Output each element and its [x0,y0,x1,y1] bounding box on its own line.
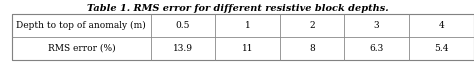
Text: 2: 2 [309,21,315,30]
Text: RMS error (%): RMS error (%) [47,44,115,53]
Text: 11: 11 [242,44,253,53]
Text: 4: 4 [438,21,444,30]
Text: 3: 3 [374,21,380,30]
Text: 13.9: 13.9 [173,44,193,53]
Text: 5.4: 5.4 [434,44,448,53]
Text: Table 1. RMS error for different resistive block depths.: Table 1. RMS error for different resisti… [87,4,389,13]
Text: 6.3: 6.3 [370,44,384,53]
Text: 0.5: 0.5 [175,21,190,30]
Bar [12,14,474,60]
Text: 1: 1 [245,21,250,30]
Text: 8: 8 [309,44,315,53]
Text: Depth to top of anomaly (m): Depth to top of anomaly (m) [17,21,146,30]
